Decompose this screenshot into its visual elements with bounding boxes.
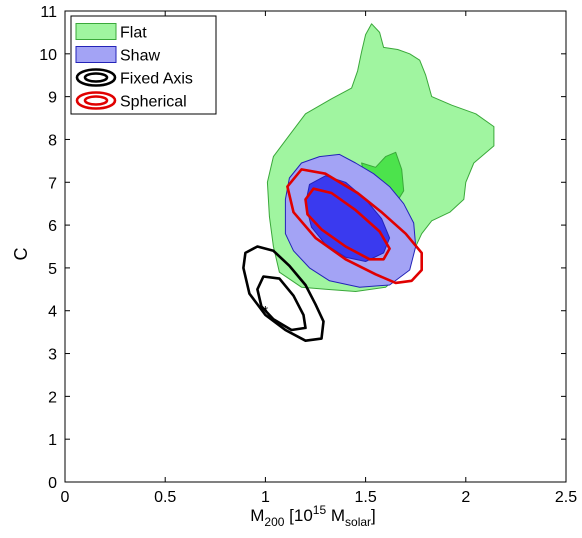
x-axis-label: M200 [1015 Msolar] [250,503,376,529]
axes-frame [64,10,567,483]
legend-label-flat: Flat [120,25,147,42]
y-axis-label: C [11,248,31,261]
legend-swatch-spherical-inner [83,95,109,106]
y-tick-label: 1 [48,432,57,449]
fixed-axis-marker: * [263,303,269,319]
legend-swatch-flat [75,23,117,40]
spherical-contour-outer [286,168,423,285]
legend: Flat Shaw Fixed Axis Spherical [70,15,217,115]
x-label-sub1: 200 [264,515,284,529]
legend-label-fixed-axis: Fixed Axis [120,71,193,88]
x-label-sub2: solar [345,515,371,529]
y-tick-label: 3 [48,347,57,364]
y-tick-label: 2 [48,389,57,406]
y-tick-label: 5 [48,261,57,278]
x-tick-label: 1 [261,489,270,506]
legend-swatch-fixed-axis-outer [75,68,117,87]
x-label-sup: 15 [313,503,327,517]
fixed-axis-contour-outer [242,245,325,342]
axes-layer: 0 0.5 1 1.5 2 2.5 0 1 2 3 4 5 6 7 8 9 10 11 [39,4,577,506]
legend-label-spherical: Spherical [120,94,187,111]
y-tick-label: 0 [48,475,57,492]
x-tick-label: 2 [461,489,470,506]
y-tick-label: 11 [40,4,57,21]
y-tick-label: 4 [48,304,57,321]
legend-swatch-shaw [75,46,117,63]
x-tick-label: 1.5 [354,489,376,506]
legend-swatch-fixed-axis-inner [83,72,109,83]
plot-layer: * [65,11,566,482]
x-label-mid2: M [326,506,345,525]
y-tick-label: 10 [39,47,57,64]
y-tick-label: 7 [48,175,57,192]
x-tick-label: 0.5 [154,489,176,506]
y-tick-label: 6 [48,218,57,235]
spherical-contour-inner [304,187,391,261]
x-label-mid1: [10 [284,506,312,525]
y-tick-label: 9 [48,90,57,107]
fixed-axis-contour-inner [256,275,307,332]
legend-label-shaw: Shaw [120,48,160,65]
x-tick-label: 0 [61,489,70,506]
x-tick-label: 2.5 [555,489,577,506]
x-label-end: ] [371,506,376,525]
x-label-main: M [250,506,264,525]
legend-swatch-spherical-outer [75,91,117,110]
y-tick-label: 8 [48,132,57,149]
